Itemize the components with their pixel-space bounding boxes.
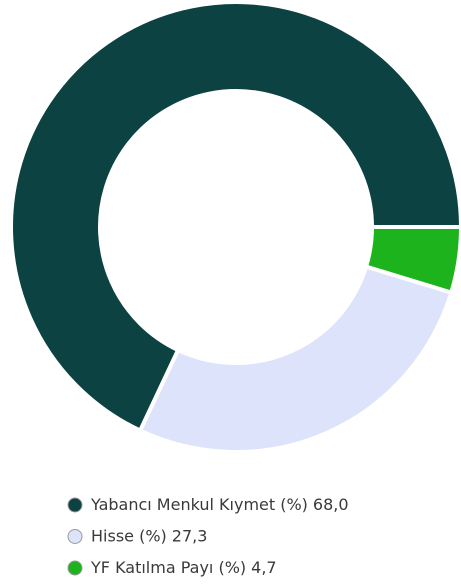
- legend-swatch: [67, 529, 83, 544]
- legend-value: 27,3: [172, 526, 208, 545]
- legend-value: 68,0: [313, 495, 349, 514]
- legend-swatch: [67, 560, 83, 576]
- legend-label: YF Katılma Payı (%) 4,7: [90, 558, 277, 577]
- legend-swatch: [67, 497, 83, 513]
- legend-label: Hisse (%) 27,3: [91, 526, 207, 545]
- slice: [9, 0, 461, 434]
- slice: [137, 264, 454, 454]
- legend-name: YF Katılma Payı (%): [90, 558, 246, 577]
- slice: [363, 225, 461, 295]
- legend-name: Yabancı Menkul Kıymet (%): [90, 495, 308, 514]
- legend-value: 4,7: [251, 558, 276, 577]
- legend-label: Yabancı Menkul Kıymet (%) 68,0: [90, 495, 349, 514]
- legend-name: Hisse (%): [91, 526, 167, 545]
